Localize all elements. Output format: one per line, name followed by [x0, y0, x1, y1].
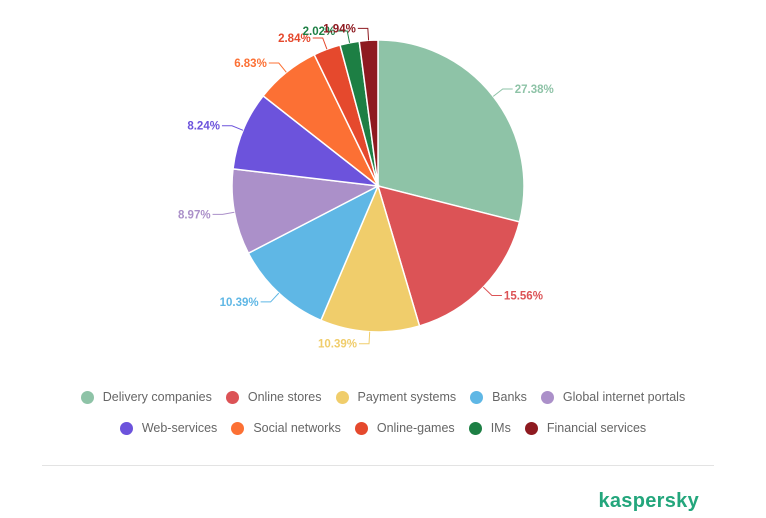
legend-marker-banks	[470, 390, 484, 404]
leader-line-online-games	[312, 37, 328, 50]
pie-slice-delivery-companies[interactable]	[377, 39, 525, 223]
legend-marker-delivery-companies	[80, 390, 94, 404]
legend-item-banks[interactable]: Banks	[470, 390, 527, 404]
legend-item-ims[interactable]: IMs	[468, 421, 511, 435]
legend-item-payment-systems[interactable]: Payment systems	[335, 390, 457, 404]
legend-item-global-internet-portals[interactable]: Global internet portals	[540, 390, 686, 404]
data-label-payment-systems: 10.39%	[318, 339, 357, 351]
legend-label: Social networks	[253, 421, 341, 435]
leader-line-web-services	[221, 125, 244, 131]
legend-marker-social-networks	[231, 421, 245, 435]
leader-line-banks	[260, 292, 280, 303]
leader-line-ims	[337, 30, 351, 43]
legend-item-web-services[interactable]: Web-services	[119, 421, 218, 435]
legend-label: Global internet portals	[562, 390, 686, 404]
legend-row-1: Delivery companies Online stores Payment…	[0, 390, 766, 404]
data-label-ims: 2.02%	[303, 26, 336, 38]
legend-row-2: Web-services Social networks Online-game…	[0, 421, 766, 435]
pie-slice-banks[interactable]	[247, 184, 380, 322]
legend-marker-payment-systems	[335, 390, 349, 404]
legend-item-delivery-companies[interactable]: Delivery companies	[80, 390, 212, 404]
data-label-online-games: 2.84%	[278, 33, 311, 45]
legend-marker-online-stores	[225, 390, 239, 404]
legend-marker-global-internet-portals	[540, 390, 554, 404]
legend-marker-online-games	[354, 421, 368, 435]
legend-marker-financial-services	[524, 421, 538, 435]
legend-item-financial-services[interactable]: Financial services	[524, 421, 647, 435]
legend-label: Banks	[492, 390, 527, 404]
data-label-financial-services: 1.94%	[323, 23, 356, 35]
legend-item-online-stores[interactable]: Online stores	[225, 390, 322, 404]
pie-slice-online-stores[interactable]	[376, 184, 521, 327]
pie-chart: 27.38% 15.56% 10.39% 10.39% 8.97% 8.24% 6.83% 2…	[178, 23, 554, 351]
legend-label: Payment systems	[357, 390, 457, 404]
data-label-banks: 10.39%	[220, 297, 259, 309]
data-label-online-stores: 15.56%	[504, 290, 543, 302]
legend-marker-web-services	[119, 421, 133, 435]
leader-line-online-stores	[482, 286, 502, 296]
divider	[42, 465, 714, 466]
leader-line-payment-systems	[359, 331, 371, 345]
legend-label: Delivery companies	[102, 390, 212, 404]
legend-marker-ims	[468, 421, 482, 435]
data-label-social-networks: 6.83%	[234, 58, 267, 70]
leader-line-financial-services	[357, 27, 370, 41]
pie-slice-payment-systems[interactable]	[319, 183, 421, 333]
leader-line-social-networks	[268, 62, 287, 73]
legend-label: Web-services	[141, 421, 218, 435]
legend-label: IMs	[490, 421, 511, 435]
data-label-global-internet-portals: 8.97%	[178, 209, 211, 221]
leader-line-global-internet-portals	[212, 211, 235, 215]
legend-item-social-networks[interactable]: Social networks	[231, 421, 341, 435]
kaspersky-logo: kaspersky	[598, 490, 699, 512]
data-label-delivery-companies: 27.38%	[515, 84, 554, 96]
legend-label: Online-games	[376, 421, 455, 435]
legend-item-online-games[interactable]: Online-games	[354, 421, 455, 435]
legend-label: Financial services	[546, 421, 647, 435]
leader-line-delivery-companies	[492, 88, 513, 97]
data-label-web-services: 8.24%	[187, 121, 220, 133]
pie-slice-global-internet-portals[interactable]	[231, 168, 381, 255]
legend-label: Online stores	[247, 390, 322, 404]
